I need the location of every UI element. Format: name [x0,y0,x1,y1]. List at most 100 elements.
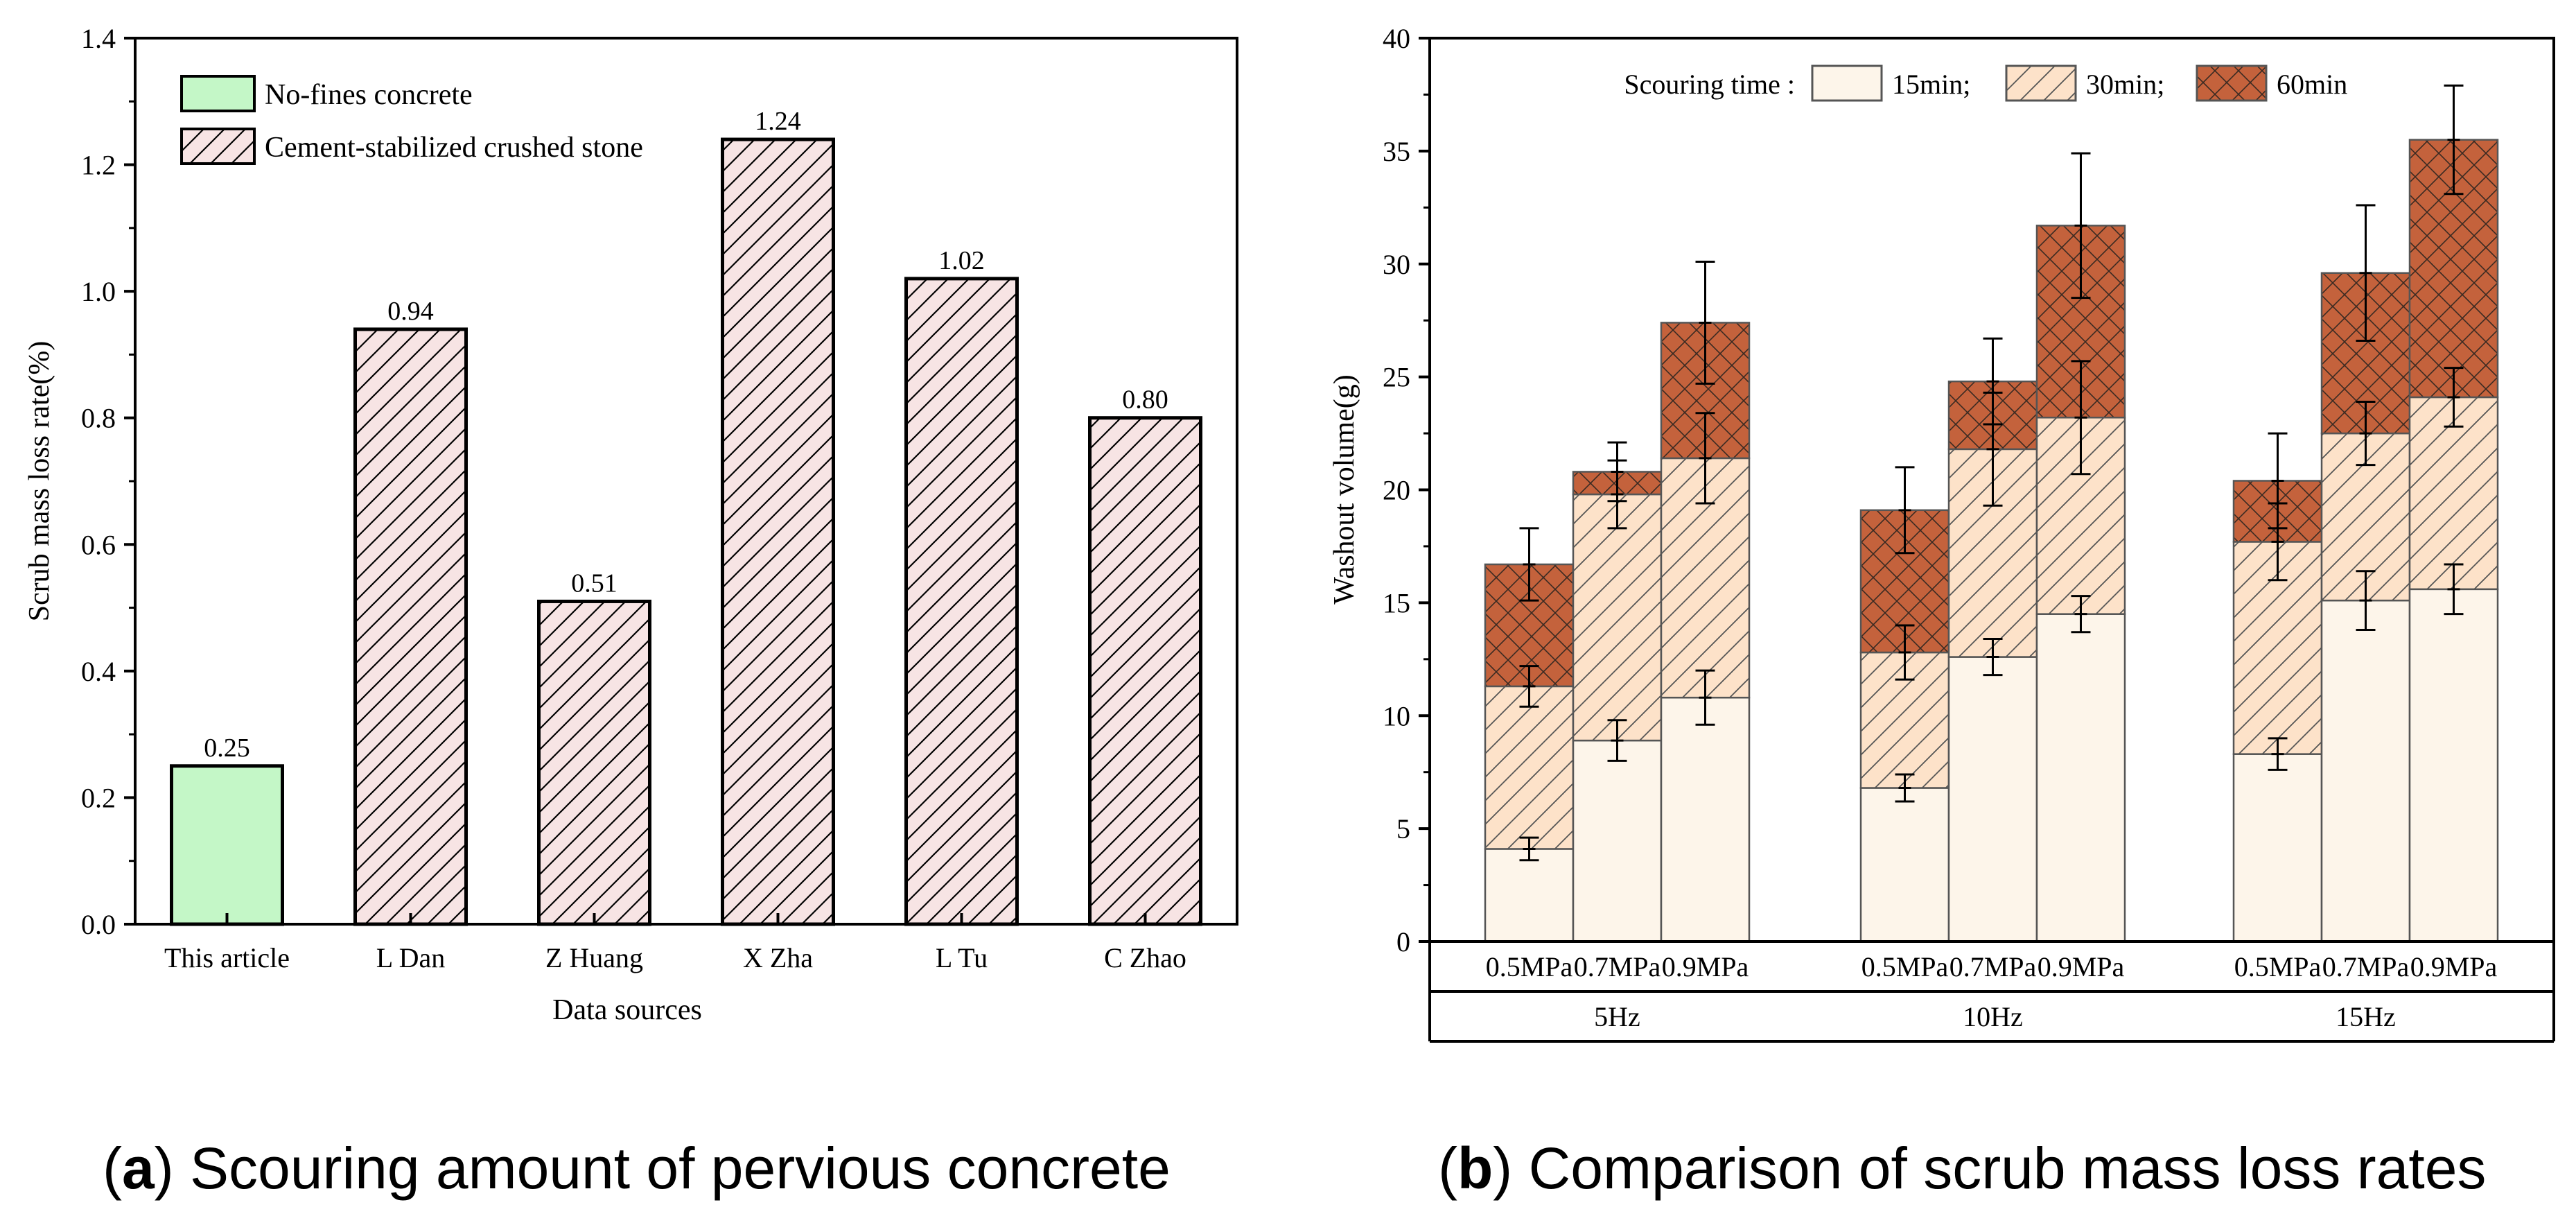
stacked-bar-series [1484,139,2499,943]
x-tick-label: Z Huang [545,942,643,973]
error-bar [1695,412,1715,505]
x-axis-groups: 5Hz 10Hz 15Hz [1594,1001,2396,1032]
legend: Scouring time : 15min; 30min; 60min [1624,64,2347,102]
x-group-label: 10Hz [1963,1001,2023,1032]
legend-label-no-fines: No-fines concrete [265,79,473,111]
error-bar [2356,204,2376,342]
stacked-segment-15min [1859,787,1950,943]
stacked-segment-15min [1484,848,1575,943]
legend-label-cement: Cement-stabilized crushed stone [265,132,643,164]
stacked-segment-15min [1572,739,1663,943]
x-category-label: 0.5MPa [2234,951,2322,982]
legend-label-30min: 30min; [2086,69,2164,100]
y-axis: 0 5 10 15 20 25 30 35 40 [1383,23,1430,957]
y-tick-label: 0.2 [81,782,116,813]
caption-b-label: b [1457,1136,1493,1201]
x-category-label: 0.5MPa [1861,951,1949,982]
stacked-segment-15min [2035,613,2126,943]
legend-swatch-no-fines [180,75,256,112]
bar-value-label: 0.51 [571,569,617,598]
x-category-label: 0.7MPa [1949,951,2037,982]
error-bar [1895,466,1915,555]
error-bar [1519,527,1539,602]
error-bar [2071,360,2091,476]
x-category-label: 0.9MPa [2038,951,2125,982]
x-category-label: 0.5MPa [1486,951,1573,982]
y-tick-label: 15 [1383,587,1410,618]
legend-label-60min: 60min [2277,69,2347,100]
y-tick-label: 30 [1383,249,1410,280]
bar-value-label: 1.02 [938,246,985,275]
bar-value-label: 0.25 [204,734,250,763]
stacked-segment-15min [1660,696,1751,943]
stacked-segment-15min [2232,753,2323,943]
caption-b-text: Comparison of scrub mass loss rates [1529,1136,2487,1201]
category-table [1428,942,2555,1043]
x-category-label: 0.9MPa [2410,951,2498,982]
stacked-segment-30min [2408,396,2499,591]
legend-label-15min: 15min; [1892,69,1970,100]
y-tick-label: 1.4 [81,23,116,54]
y-tick-label: 35 [1383,136,1410,167]
error-bars [1519,84,2464,862]
x-group-label: 15Hz [2336,1001,2396,1032]
error-bar [1895,624,1915,681]
x-tick-label: This article [164,942,290,973]
legend-title: Scouring time : [1624,69,1795,100]
caption-a-text: Scouring amount of pervious concrete [190,1136,1171,1201]
y-axis-title: Scrub mass loss rate(%) [24,341,55,622]
error-bar [2444,84,2464,196]
y-tick-label: 40 [1383,23,1410,54]
error-bar [1519,836,1539,862]
stacked-segment-15min [2320,599,2411,943]
legend-swatch-30min [2005,64,2077,102]
x-tick-label: L Tu [936,942,988,973]
plot-frame [134,37,1238,926]
x-tick-label: C Zhao [1104,942,1186,973]
error-bar [2356,570,2376,631]
error-bar [1983,637,2003,677]
bar-l-tu [904,277,1019,926]
bar-value-label: 0.80 [1122,385,1168,415]
error-bar [1607,441,1627,503]
error-bar [2444,563,2464,616]
error-bar [2071,152,2091,300]
legend-swatch-15min [1811,64,1883,102]
x-group-label: 5Hz [1594,1001,1640,1032]
error-bar [1695,669,1715,726]
bar-series [170,137,1202,926]
x-category-label: 0.7MPa [2322,951,2410,982]
chart-panel-a: 0.0 0.2 0.4 0.6 0.8 1.0 1.2 1.4 This article L D… [24,23,1238,1201]
stacked-segment-15min [2408,588,2499,943]
error-bar [2356,400,2376,467]
x-tick-label: L Dan [376,942,446,973]
error-bar [1895,773,1915,803]
legend: No-fines concrete Cement-stabilized crus… [180,75,643,165]
bar-l-dan [353,327,468,926]
error-bar [2071,595,2091,634]
y-tick-label: 20 [1383,475,1410,506]
bar-c-zhao [1088,416,1202,926]
data-labels: 0.25 0.94 0.51 1.24 1.02 0.80 [204,107,1168,763]
y-tick-label: 10 [1383,700,1410,731]
error-bar [1519,665,1539,708]
x-category-label: 0.9MPa [1662,951,1749,982]
bar-this-article [170,764,284,926]
y-tick-label: 0.8 [81,403,116,434]
bar-value-label: 0.94 [387,297,434,326]
caption-a: (a) Scouring amount of pervious concrete [103,1136,1171,1201]
stacked-segment-30min [1572,493,1663,742]
y-tick-label: 25 [1383,362,1410,393]
y-axis-title: Washout volume(g) [1329,374,1360,604]
x-axis-title: Data sources [552,994,702,1026]
error-bar [2268,737,2288,771]
error-bar [2268,432,2288,530]
x-tick-label: X Zha [743,942,813,973]
bar-value-label: 1.24 [755,107,801,136]
legend-swatch-60min [2196,64,2268,102]
caption-b: (b) Comparison of scrub mass loss rates [1438,1136,2486,1201]
x-axis-categories: 0.5MPa 0.7MPa 0.9MPa 0.5MPa 0.7MPa 0.9MPa 0.5M… [1486,951,2498,982]
y-tick-label: 0.4 [81,656,116,687]
y-tick-label: 0 [1396,926,1410,957]
